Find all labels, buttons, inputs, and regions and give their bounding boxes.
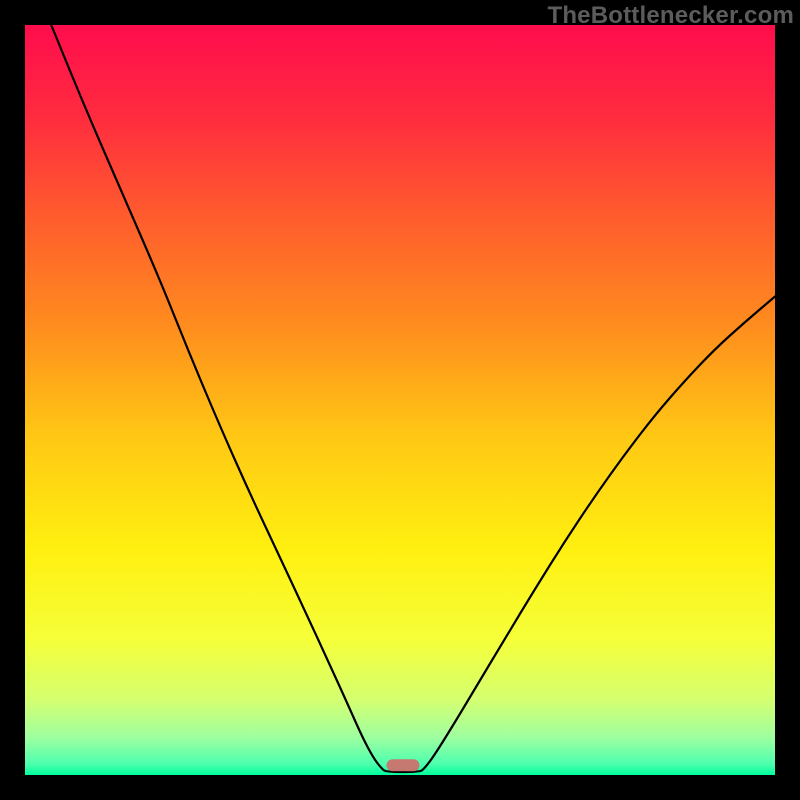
watermark-text: TheBottlenecker.com: [547, 2, 794, 30]
plot-area: [25, 25, 775, 775]
plot-svg: [25, 25, 775, 775]
chart-stage: TheBottlenecker.com: [0, 0, 800, 800]
optimal-point-marker: [387, 759, 420, 771]
chart-background: [25, 25, 775, 775]
